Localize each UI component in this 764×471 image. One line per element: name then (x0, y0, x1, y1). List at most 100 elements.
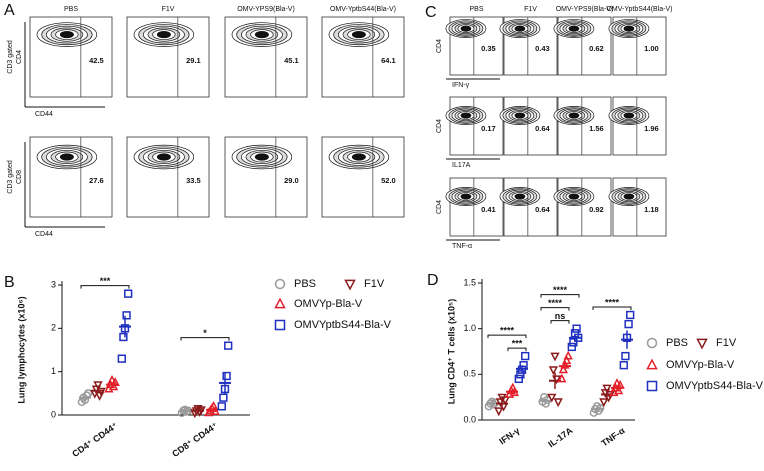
point (219, 393, 228, 402)
y-tick-label: 1.0 (463, 323, 476, 333)
significance-label: *** (100, 276, 111, 286)
panel-label: D (427, 272, 439, 289)
point (624, 319, 633, 329)
point (567, 342, 576, 352)
point (222, 371, 231, 381)
legend-marker (696, 338, 708, 350)
point (224, 341, 233, 350)
point (626, 310, 635, 320)
column-title: OMV-YptbS44(Bla-V) (330, 6, 396, 13)
point (521, 351, 530, 361)
plot-frame (612, 16, 667, 76)
point (117, 354, 126, 363)
point (602, 384, 612, 394)
legend-marker (344, 279, 356, 291)
contour (514, 193, 526, 200)
legend-label: OMVYptbS44-Bla-V (294, 319, 392, 331)
point (613, 385, 624, 395)
point (217, 402, 226, 411)
point (210, 406, 220, 416)
panel-label: C (425, 4, 437, 21)
point (553, 398, 563, 408)
significance-bracket (592, 306, 632, 310)
point (124, 289, 133, 298)
gate-value: 45.1 (284, 56, 299, 65)
y-tick-label: 0 (51, 409, 56, 419)
significance-label: *** (512, 338, 523, 348)
plot-frame (321, 136, 405, 218)
gate-value: 1.56 (589, 124, 604, 133)
column-title: PBS (64, 6, 78, 13)
column-title: OMV-YPS9(Bla-V) (237, 6, 295, 13)
y-tick-label: 3 (51, 279, 56, 289)
x-tick-label: TNF-α (599, 425, 626, 448)
y-axis-label: CD4 (436, 200, 443, 214)
point (516, 370, 525, 379)
contour (254, 31, 269, 39)
y-axis-label: CD4 (16, 50, 23, 64)
x-axis-label: CD44 (35, 111, 53, 118)
point (550, 352, 560, 362)
plot-frame (29, 16, 113, 98)
contour (568, 193, 580, 200)
legend-label: OMVYptbS44-Bla-V (666, 380, 764, 392)
column-title: F1V (162, 6, 175, 13)
contour (623, 25, 635, 32)
legend-marker (274, 319, 286, 331)
plot-frame (449, 96, 504, 156)
contour (623, 112, 635, 119)
plot-frame (503, 177, 558, 237)
x-tick-label: CD4⁺ CD44⁺ (70, 420, 119, 459)
point (547, 393, 557, 403)
panel-label: A (4, 2, 15, 19)
contour (156, 153, 171, 161)
point (514, 374, 523, 384)
significance-bracket (550, 320, 570, 324)
plot-frame (612, 177, 667, 237)
plot-frame (449, 16, 504, 76)
contour (514, 112, 526, 119)
plot-frame (29, 136, 113, 218)
point (119, 332, 128, 342)
gate-value: 52.0 (381, 176, 396, 185)
contour (254, 153, 269, 161)
plot-frame (557, 16, 612, 76)
contour (623, 193, 635, 200)
gate-value: 1.00 (644, 44, 659, 53)
y-tick-label: 2 (51, 323, 56, 333)
plot-frame (126, 136, 210, 218)
x-tick-label: IFN-γ (497, 425, 521, 446)
gate-value: 0.17 (481, 124, 496, 133)
point (563, 350, 573, 360)
legend-label: PBS (666, 337, 688, 349)
point (621, 351, 630, 361)
x-axis-label: IL17A (452, 162, 471, 169)
gate-value: 29.1 (186, 56, 201, 65)
gate-value: 64.1 (381, 56, 396, 65)
significance-bracket (540, 307, 570, 311)
significance-bracket (180, 337, 230, 341)
plot-frame (557, 177, 612, 237)
point (500, 396, 510, 406)
column-title: PBS (469, 6, 483, 13)
gate-value: 33.5 (186, 176, 201, 185)
gate-value: 0.43 (535, 44, 550, 53)
significance-label: **** (553, 285, 568, 295)
significance-label: **** (500, 325, 515, 335)
y-axis-label: CD3 gated (7, 40, 14, 74)
plot-frame (321, 16, 405, 98)
contour (460, 193, 472, 200)
plot-frame (224, 16, 308, 98)
gate-value: 0.92 (589, 205, 604, 214)
plot-frame (503, 16, 558, 76)
gate-value: 29.0 (284, 176, 299, 185)
point (548, 366, 559, 376)
gate-value: 0.41 (481, 205, 496, 214)
contour (59, 153, 74, 161)
significance-bracket (540, 294, 580, 298)
column-title: OMV-YptbS44(Bla-V) (606, 6, 672, 13)
contour (59, 31, 74, 39)
significance-bracket (487, 334, 527, 339)
legend-marker (274, 297, 286, 309)
significance-label: **** (548, 298, 563, 308)
